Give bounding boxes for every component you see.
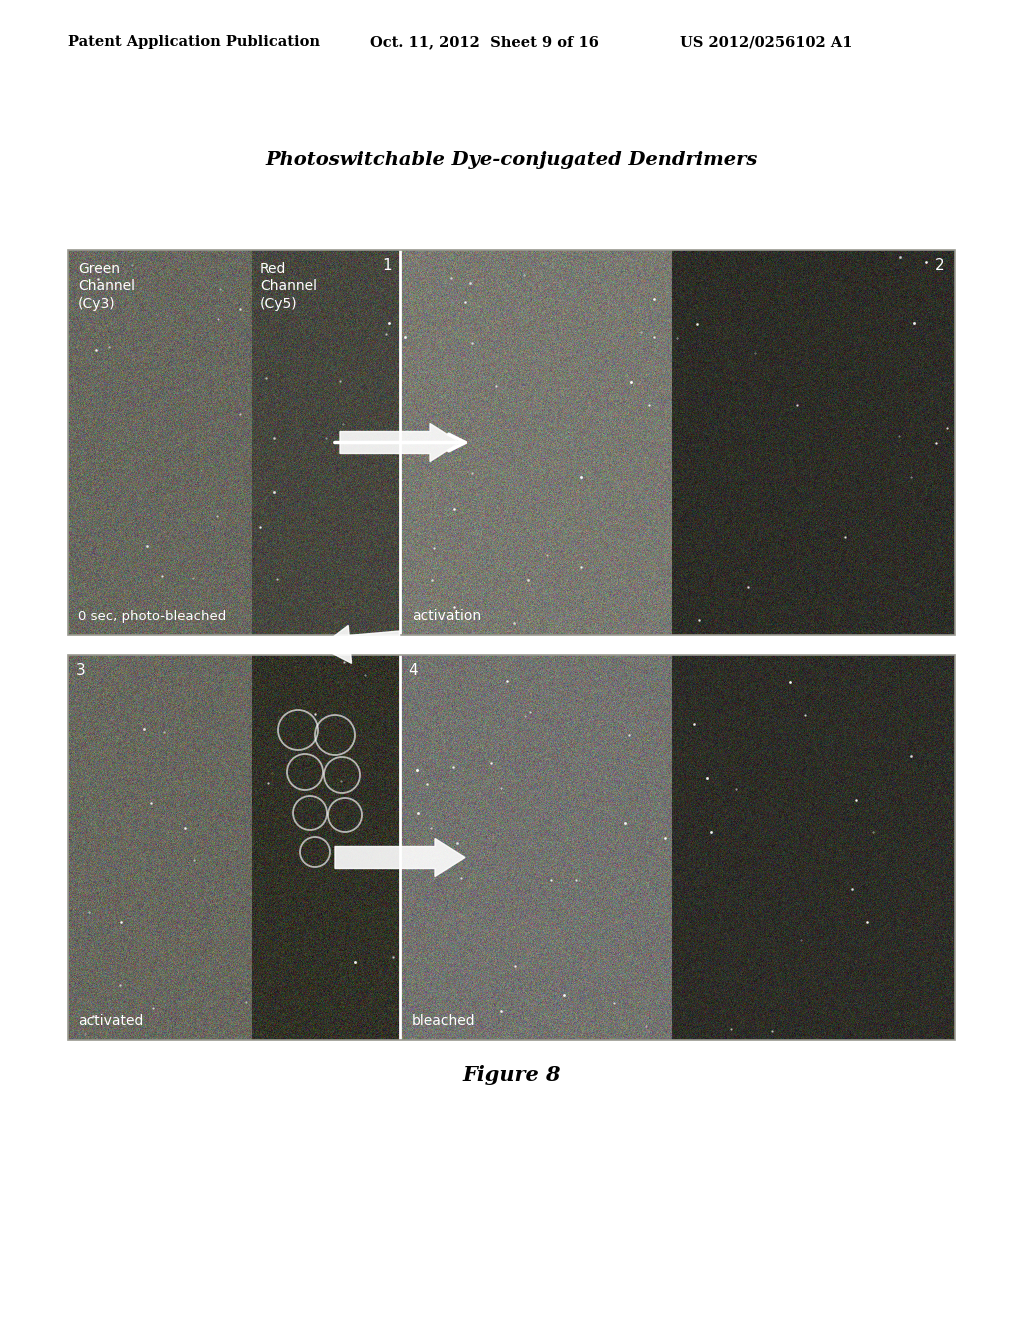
FancyArrow shape [319, 626, 400, 664]
Text: Patent Application Publication: Patent Application Publication [68, 36, 319, 49]
Bar [68, 249, 955, 635]
Text: activated: activated [78, 1014, 143, 1028]
Text: Green
Channel
(Cy3): Green Channel (Cy3) [78, 261, 135, 310]
Text: Figure 8: Figure 8 [463, 1065, 561, 1085]
Text: Red
Channel
(Cy5): Red Channel (Cy5) [260, 261, 317, 310]
FancyArrow shape [340, 424, 460, 462]
Text: 1: 1 [382, 257, 392, 273]
Bar [68, 655, 955, 1040]
Text: Oct. 11, 2012  Sheet 9 of 16: Oct. 11, 2012 Sheet 9 of 16 [370, 36, 599, 49]
Text: 3: 3 [76, 663, 86, 678]
Text: 2: 2 [935, 257, 945, 273]
Text: 0 sec, photo-bleached: 0 sec, photo-bleached [78, 610, 226, 623]
Text: activation: activation [412, 609, 481, 623]
Text: US 2012/0256102 A1: US 2012/0256102 A1 [680, 36, 853, 49]
Text: bleached: bleached [412, 1014, 475, 1028]
Text: Photoswitchable Dye-conjugated Dendrimers: Photoswitchable Dye-conjugated Dendrimer… [266, 150, 758, 169]
FancyArrow shape [335, 838, 465, 876]
Text: 4: 4 [408, 663, 418, 678]
